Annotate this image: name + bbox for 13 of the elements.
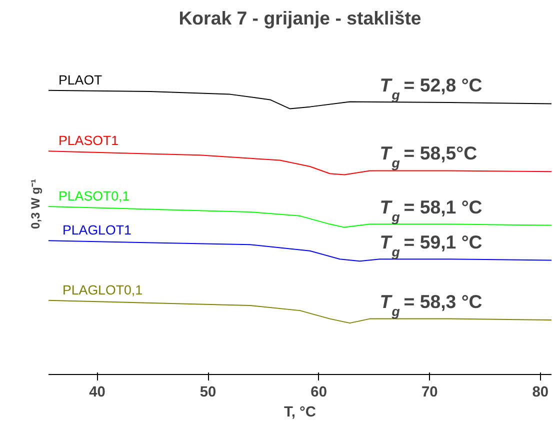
y-axis-title: 0,3 W g⁻¹ [28, 178, 42, 229]
series-label: PLAGLOT0,1 [62, 282, 143, 298]
x-tick-label: 70 [421, 384, 438, 400]
x-tick-label: 60 [310, 384, 327, 400]
series-label: PLASOT0,1 [58, 188, 130, 204]
x-tick-label: 80 [532, 384, 549, 400]
chart-title: Korak 7 - grijanje - staklište [178, 8, 422, 28]
series-label: PLAOT [58, 72, 102, 88]
x-tick-label: 40 [89, 384, 106, 400]
series-label: PLAGLOT1 [62, 222, 132, 238]
x-tick-label: 50 [200, 384, 216, 400]
x-axis-title: T, °C [284, 404, 316, 420]
series-label: PLASOT1 [58, 133, 119, 148]
